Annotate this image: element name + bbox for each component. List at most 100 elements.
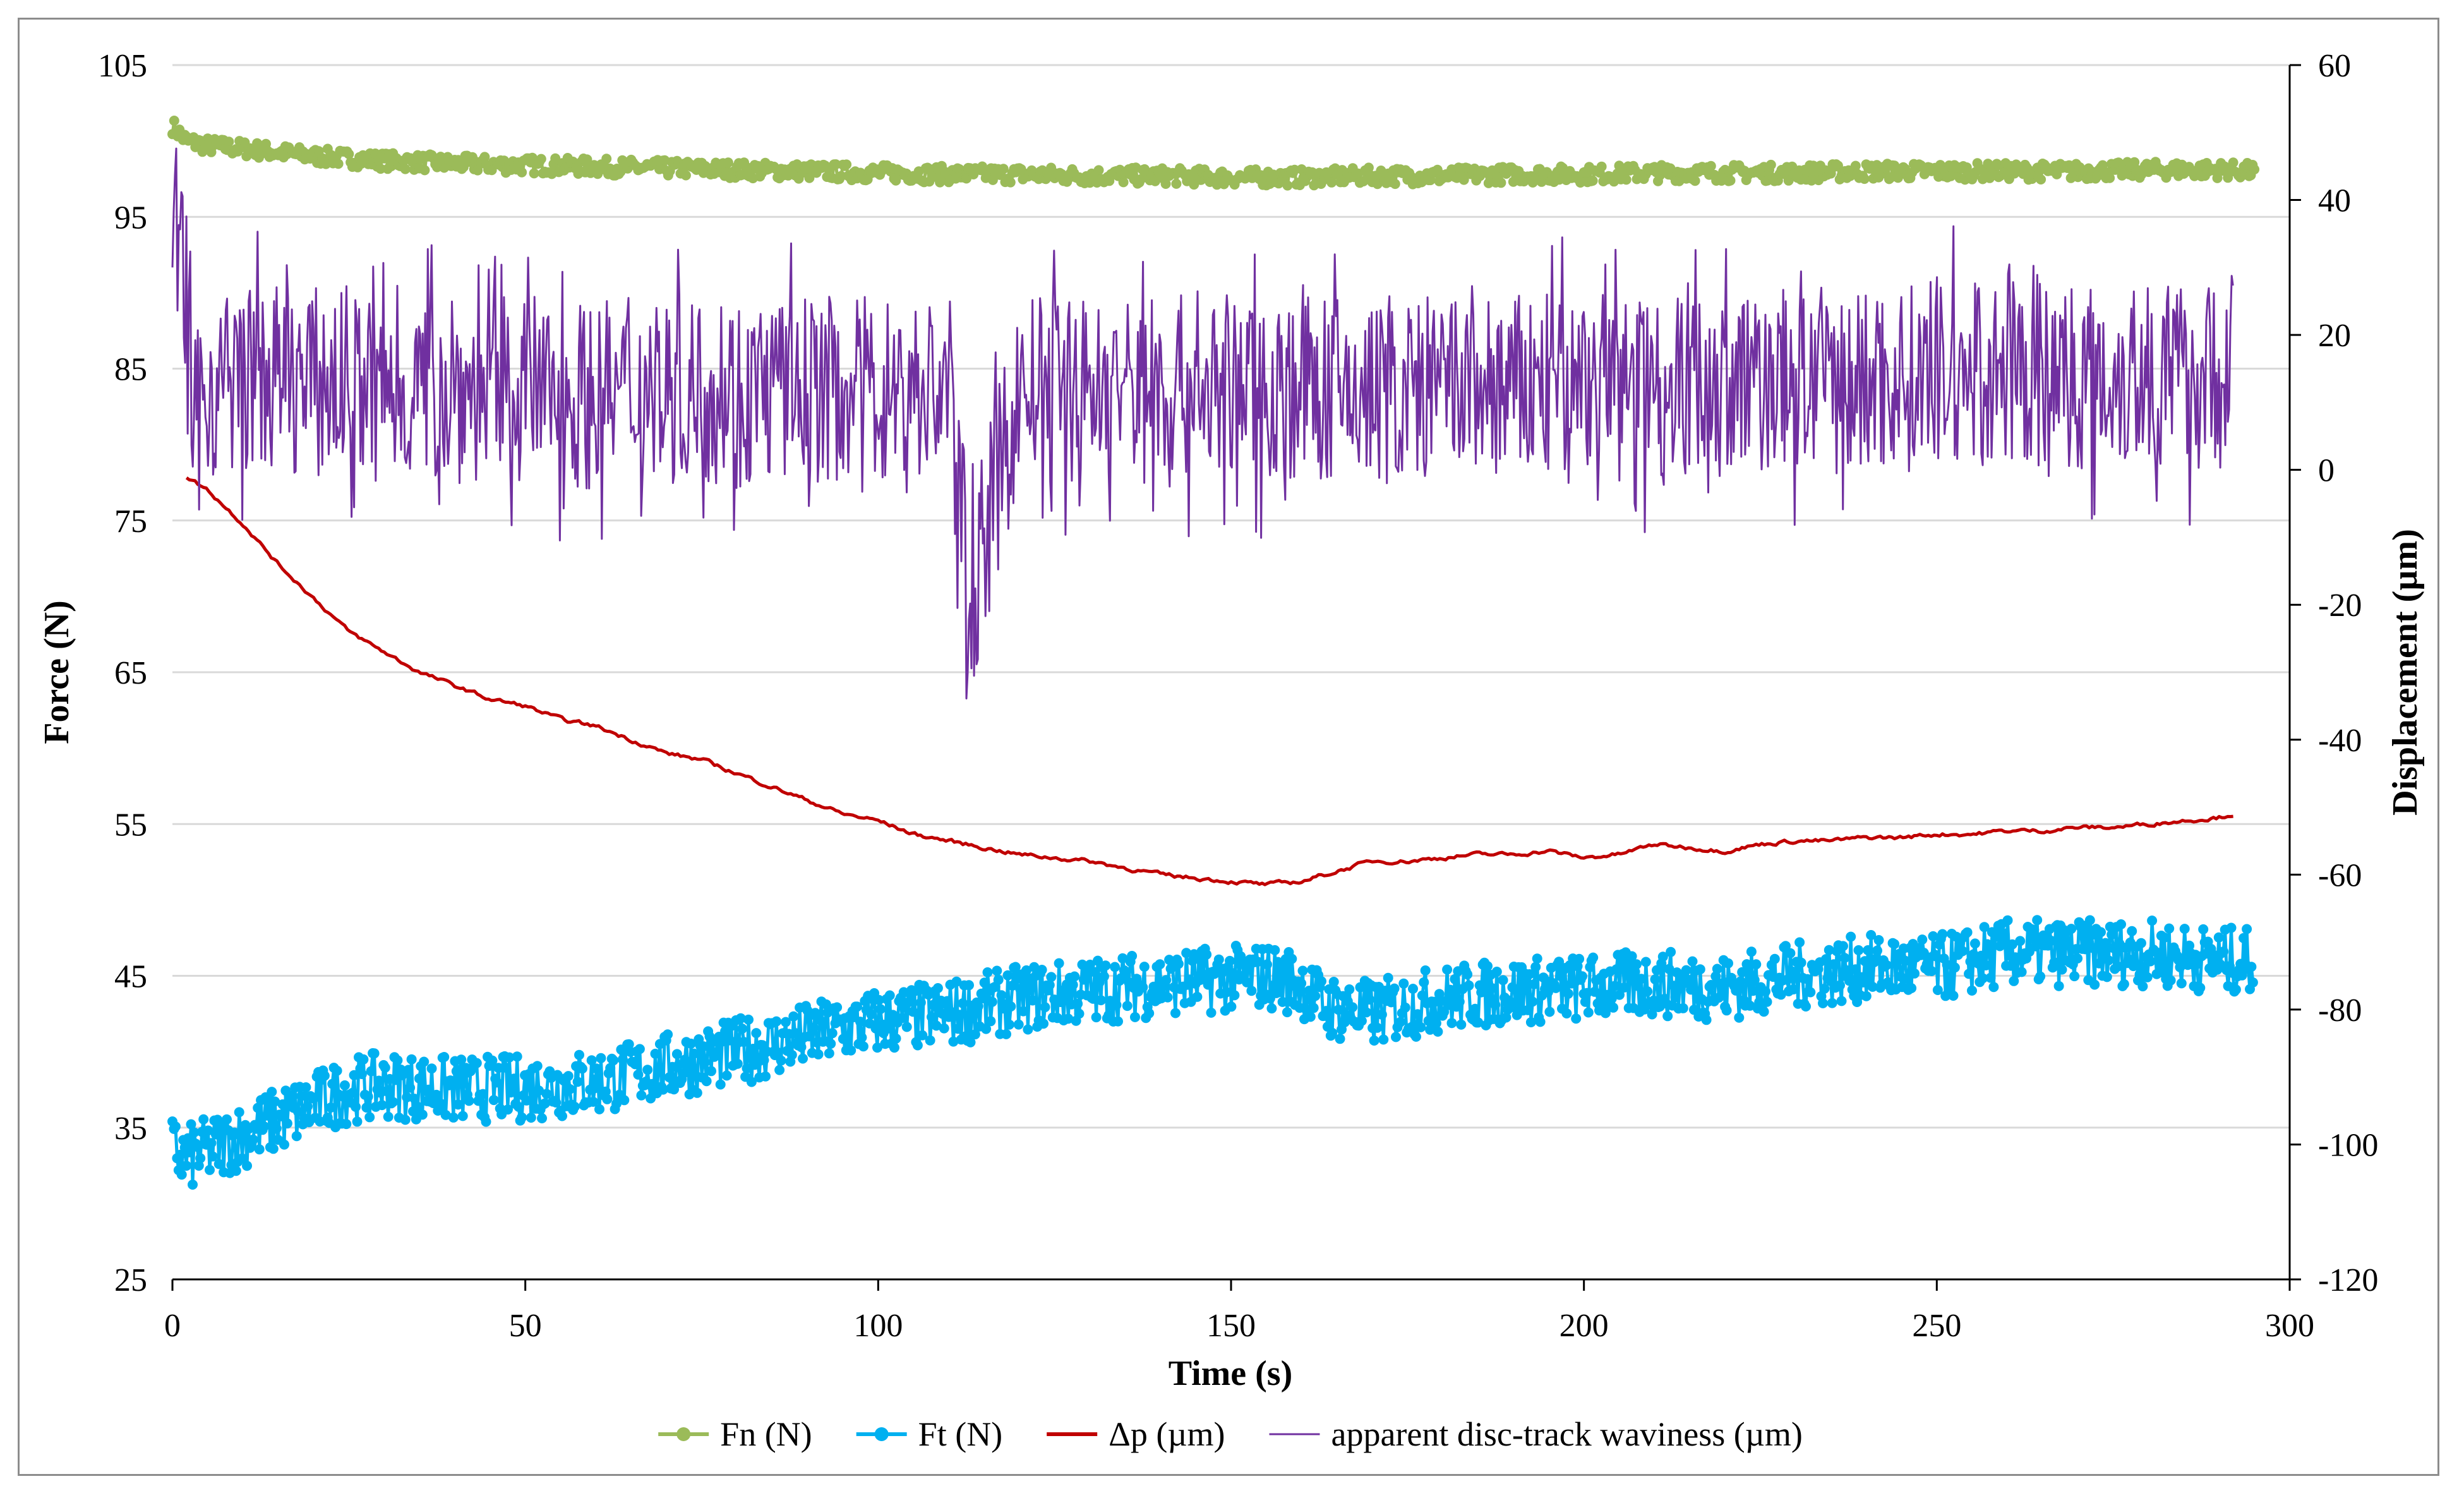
data-point — [1242, 977, 1252, 988]
data-point — [325, 1102, 336, 1113]
data-point — [1308, 1003, 1319, 1013]
gridlines — [171, 64, 2301, 1291]
data-point — [2218, 946, 2229, 957]
data-point — [912, 1040, 923, 1051]
data-point — [1069, 971, 1080, 982]
data-point — [743, 1014, 754, 1025]
data-point — [996, 990, 1007, 1001]
y-tick-label: 85 — [114, 352, 147, 388]
data-point — [1969, 938, 1980, 949]
data-point — [2153, 948, 2163, 958]
data-point — [987, 174, 998, 185]
data-point — [1928, 931, 1938, 941]
data-point — [417, 1109, 428, 1120]
data-point — [852, 1001, 862, 1012]
data-point — [431, 1089, 442, 1100]
data-point — [1110, 962, 1121, 972]
data-point — [412, 1101, 423, 1112]
data-point — [692, 1087, 702, 1098]
data-point — [358, 1054, 369, 1065]
data-point — [2198, 924, 2209, 934]
data-point — [1060, 987, 1071, 998]
data-point — [786, 1049, 797, 1060]
data-point — [1445, 984, 1455, 995]
data-point — [1155, 959, 1165, 970]
data-point — [636, 1090, 647, 1101]
data-point — [1535, 1017, 1546, 1027]
data-point — [1748, 986, 1758, 996]
data-point — [2137, 981, 2148, 992]
data-point — [1431, 1018, 1441, 1029]
data-point — [1386, 997, 1397, 1008]
data-point — [2165, 975, 2176, 986]
data-point — [1376, 1009, 1387, 1020]
data-point — [1302, 993, 1313, 1004]
data-point — [1015, 984, 1026, 994]
data-point — [1310, 991, 1321, 1001]
legend-label: Fn (N) — [720, 1415, 812, 1453]
data-point — [1760, 986, 1770, 997]
legend-marker — [874, 1427, 889, 1441]
data-point — [507, 1084, 518, 1095]
data-point — [1344, 984, 1355, 994]
data-point — [1885, 172, 1896, 183]
data-point — [1411, 1031, 1421, 1042]
data-point — [1253, 957, 1263, 967]
data-point — [701, 1076, 712, 1087]
data-point — [1587, 176, 1598, 186]
data-point — [1932, 985, 1943, 995]
data-point — [1144, 1008, 1155, 1018]
data-point — [1383, 972, 1393, 983]
data-point — [403, 1065, 414, 1075]
y-tick-label: 65 — [114, 655, 147, 691]
data-point — [302, 1101, 313, 1112]
data-point — [488, 1095, 499, 1106]
data-point — [1130, 1012, 1140, 1022]
data-point — [1530, 962, 1541, 972]
data-point — [858, 1041, 868, 1052]
data-point — [1720, 164, 1731, 175]
data-point — [363, 1091, 373, 1102]
data-point — [1872, 945, 1882, 956]
data-point — [1117, 953, 1128, 963]
data-point — [2179, 924, 2190, 934]
data-point — [206, 1138, 217, 1149]
data-point — [978, 993, 989, 1003]
y-tick-label: 45 — [114, 959, 147, 995]
series-layer — [167, 116, 2260, 1190]
data-point — [2007, 939, 2017, 950]
data-point — [1524, 969, 1535, 979]
data-point — [170, 1121, 181, 1132]
data-point — [388, 1097, 399, 1108]
data-point — [586, 1055, 597, 1066]
data-point — [824, 1048, 834, 1059]
data-point — [373, 1075, 384, 1086]
data-point — [601, 154, 612, 164]
data-point — [1364, 994, 1375, 1005]
data-point — [503, 1104, 513, 1115]
data-point — [1606, 993, 1617, 1004]
data-point — [1596, 161, 1607, 172]
data-point — [982, 967, 993, 977]
data-point — [1442, 964, 1453, 975]
data-point — [680, 170, 691, 181]
data-point — [175, 1149, 186, 1160]
data-point — [650, 1048, 661, 1059]
data-point — [435, 152, 446, 162]
data-point — [339, 1080, 350, 1090]
data-point — [464, 1096, 474, 1106]
data-point — [998, 164, 1009, 174]
data-point — [2088, 943, 2098, 953]
data-point — [267, 1087, 277, 1097]
data-point — [1333, 1005, 1344, 1015]
data-point — [268, 1144, 279, 1154]
data-point — [1642, 986, 1653, 997]
data-point — [1859, 174, 1870, 184]
data-point — [746, 1077, 757, 1087]
data-point — [1588, 952, 1599, 963]
data-point — [1040, 1002, 1050, 1013]
y2-tick-label: -100 — [2318, 1127, 2378, 1163]
data-point — [364, 1112, 375, 1123]
data-point — [925, 1035, 935, 1046]
data-point — [588, 1096, 599, 1107]
